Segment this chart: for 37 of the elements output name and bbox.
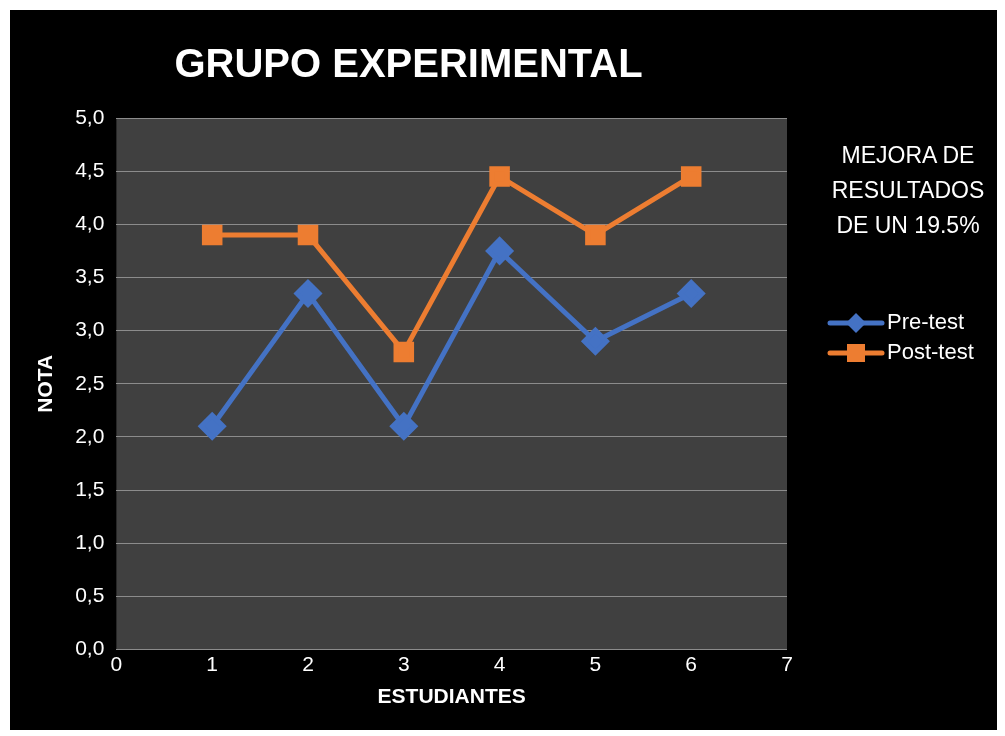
y-tick-label: 5,0 (75, 104, 105, 128)
point (581, 327, 609, 355)
point (393, 341, 415, 363)
point (489, 166, 510, 187)
y-tick-label: 2,0 (75, 423, 105, 447)
x-tick-label: 1 (206, 652, 219, 675)
y-axis-title: NOTA (33, 354, 57, 413)
text: MEJORA DE RESULTADOS DE UN 19.5% (831, 142, 985, 239)
legend-label: Post-test (887, 339, 974, 365)
x-tick-label: 5 (589, 652, 602, 675)
y-tick-label: 0,5 (75, 583, 105, 607)
point (486, 237, 514, 265)
point (297, 224, 319, 246)
x-tick-label: 4 (493, 652, 506, 675)
x-tick-label: 0 (110, 652, 123, 675)
y-tick-label: 0,0 (75, 636, 105, 660)
x-tick-label: 2 (302, 652, 314, 675)
y-tick-label: 3,0 (75, 317, 105, 341)
point (201, 224, 223, 246)
y-tick-label: 1,0 (75, 530, 105, 554)
point (585, 224, 606, 246)
y-tick-label: 2,5 (75, 370, 105, 394)
y-tick-label: 4,0 (75, 211, 105, 235)
point (198, 412, 226, 440)
legend-label: Pre-test (887, 309, 965, 335)
point (294, 279, 322, 307)
point (390, 412, 418, 440)
x-tick-label: 7 (781, 652, 793, 675)
y-tick-label: 1,5 (75, 476, 105, 500)
point (677, 279, 705, 307)
y-tick-label: 3,5 (75, 264, 105, 288)
y-tick-label: 4,5 (75, 157, 105, 181)
point (680, 166, 702, 187)
chart-title: GRUPO EXPERIMENTAL (174, 41, 643, 86)
x-axis-title: ESTUDIANTES (377, 684, 526, 708)
x-tick-label: 3 (397, 652, 410, 675)
x-tick-label: 6 (685, 652, 698, 675)
